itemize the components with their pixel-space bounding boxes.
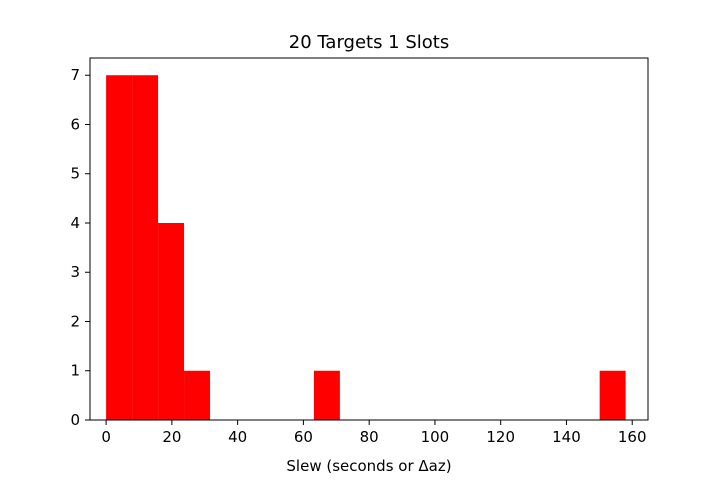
histogram-bar — [599, 370, 626, 420]
x-tick-label: 20 — [162, 428, 181, 446]
y-tick-label: 4 — [70, 214, 80, 232]
x-axis-label: Slew (seconds or Δaz) — [286, 457, 451, 475]
x-tick-label: 140 — [552, 428, 581, 446]
y-tick-label: 1 — [70, 362, 80, 380]
histogram-bar — [106, 75, 133, 420]
y-tick-label: 3 — [70, 263, 80, 281]
chart-title: 20 Targets 1 Slots — [289, 32, 449, 53]
histogram-bar — [132, 75, 159, 420]
histogram-bar — [313, 370, 340, 420]
y-tick-label: 0 — [70, 411, 80, 429]
plot-area-frame — [89, 57, 649, 421]
y-tick-label: 6 — [70, 115, 80, 133]
x-tick-label: 0 — [101, 428, 111, 446]
histogram-bar — [158, 222, 185, 420]
y-tick-label: 2 — [70, 312, 80, 330]
x-tick-label: 40 — [228, 428, 247, 446]
x-axis-ticks: 0 20 40 60 80 100 120 140 160 — [101, 420, 647, 446]
x-tick-label: 80 — [360, 428, 379, 446]
x-tick-label: 120 — [486, 428, 515, 446]
x-tick-label: 100 — [421, 428, 450, 446]
histogram-bar — [184, 370, 211, 420]
bars-group — [106, 75, 626, 420]
y-tick-label: 5 — [70, 165, 80, 183]
x-tick-label: 60 — [294, 428, 313, 446]
y-axis-ticks: 0 1 2 3 4 5 6 7 — [70, 66, 90, 429]
x-tick-label: 160 — [618, 428, 647, 446]
y-tick-label: 7 — [70, 66, 80, 84]
